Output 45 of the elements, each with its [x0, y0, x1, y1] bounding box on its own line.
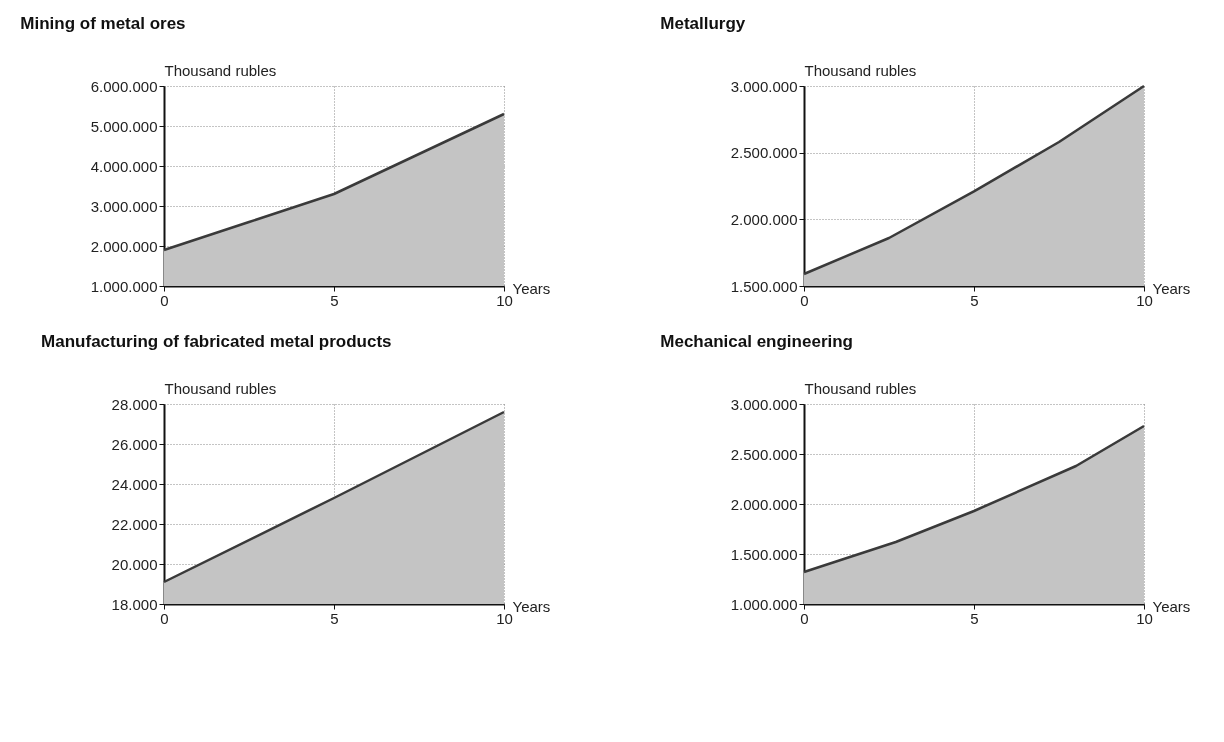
- y-axis-title: Thousand rubles: [804, 61, 917, 79]
- x-tick-label: 5: [330, 609, 339, 627]
- y-tick-label: 3.000.000: [730, 77, 798, 95]
- x-tick-label: 10: [496, 291, 513, 309]
- y-tick-label: 1.000.000: [90, 277, 158, 295]
- x-tick-label: 5: [330, 291, 339, 309]
- y-tick-label: 2.000.000: [730, 210, 798, 228]
- y-tick-label: 26.000: [111, 435, 158, 453]
- y-tick-label: 1.500.000: [730, 545, 798, 563]
- x-tick-label: 10: [496, 609, 513, 627]
- x-tick-label: 0: [160, 291, 169, 309]
- y-tick-label: 2.500.000: [730, 445, 798, 463]
- chart-title: Manufacturing of fabricated metal products: [41, 332, 392, 351]
- x-tick-label: 0: [160, 609, 169, 627]
- y-tick-label: 24.000: [111, 475, 158, 493]
- y-tick-label: 6.000.000: [90, 77, 158, 95]
- x-axis-title: Years: [512, 279, 551, 297]
- y-tick-label: 5.000.000: [90, 117, 158, 135]
- x-tick-label: 10: [1136, 609, 1153, 627]
- y-tick-label: 22.000: [111, 515, 158, 533]
- y-tick-label: 18.000: [111, 595, 158, 613]
- y-tick-label: 28.000: [111, 395, 158, 413]
- x-axis-title: Years: [1152, 279, 1191, 297]
- y-tick-label: 20.000: [111, 555, 158, 573]
- y-tick-label: 1.000.000: [730, 595, 798, 613]
- y-tick-label: 3.000.000: [90, 197, 158, 215]
- chart-title: Mechanical engineering: [660, 332, 853, 351]
- x-axis-title: Years: [1152, 597, 1191, 615]
- x-tick-label: 5: [970, 291, 979, 309]
- y-tick-label: 2.000.000: [90, 237, 158, 255]
- y-axis-title: Thousand rubles: [804, 379, 917, 397]
- y-axis-title: Thousand rubles: [164, 379, 277, 397]
- chart-title: Mining of metal ores: [20, 14, 186, 33]
- y-tick-label: 2.000.000: [730, 495, 798, 513]
- x-tick-label: 0: [800, 609, 809, 627]
- x-axis-title: Years: [512, 597, 551, 615]
- x-tick-label: 0: [800, 291, 809, 309]
- y-tick-label: 1.500.000: [730, 277, 798, 295]
- y-axis-title: Thousand rubles: [164, 61, 277, 79]
- y-tick-label: 3.000.000: [730, 395, 798, 413]
- x-tick-label: 5: [970, 609, 979, 627]
- chart-title: Metallurgy: [660, 14, 746, 33]
- y-tick-label: 4.000.000: [90, 157, 158, 175]
- x-tick-label: 10: [1136, 291, 1153, 309]
- y-tick-label: 2.500.000: [730, 144, 798, 162]
